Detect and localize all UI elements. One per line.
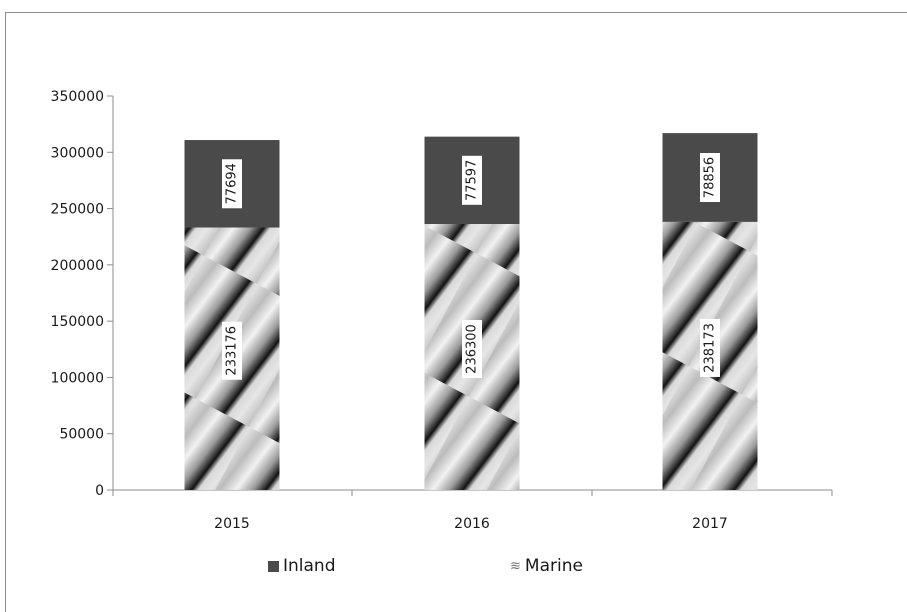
data-label-marine-2017-bg bbox=[700, 318, 720, 377]
x-tick-label-2017: 2017 bbox=[692, 516, 728, 532]
legend-label-marine: Marine bbox=[524, 556, 583, 576]
data-label-inland-2016: 77597 bbox=[465, 160, 480, 201]
data-label-marine-2016: 236300 bbox=[465, 324, 480, 374]
legend-item-inland: Inland bbox=[268, 556, 336, 576]
legend-marker-marine: ≋ bbox=[510, 558, 521, 574]
y-tick-label-350000: 350000 bbox=[51, 89, 104, 105]
x-tick-label-2015: 2015 bbox=[214, 516, 250, 532]
data-label-marine-2017: 238173 bbox=[703, 323, 718, 373]
data-label-marine-2015: 233176 bbox=[225, 326, 240, 376]
stacked-bar-chart: 0 50000 100000 150000 200000 250000 300000 3500… bbox=[51, 89, 833, 532]
y-tick-label-50000: 50000 bbox=[59, 427, 104, 443]
legend-item-marine: ≋ Marine bbox=[510, 556, 583, 576]
y-tick-label-100000: 100000 bbox=[51, 370, 104, 386]
y-tick-label-0: 0 bbox=[95, 483, 104, 499]
y-tick-label-150000: 150000 bbox=[51, 314, 104, 330]
data-label-inland-2016-bg bbox=[462, 155, 482, 205]
data-label-inland-2015: 77694 bbox=[225, 163, 240, 204]
data-label-inland-2017: 78856 bbox=[703, 157, 718, 198]
y-tick-label-250000: 250000 bbox=[51, 202, 104, 218]
x-tick-label-2016: 2016 bbox=[454, 516, 490, 532]
y-tick-label-200000: 200000 bbox=[51, 258, 104, 274]
chart-frame bbox=[5, 12, 907, 612]
data-label-inland-2015-bg bbox=[222, 159, 242, 209]
legend-swatch-inland bbox=[268, 560, 279, 572]
legend-label-inland: Inland bbox=[283, 556, 336, 576]
y-tick-label-300000: 300000 bbox=[51, 145, 104, 161]
data-label-inland-2017-bg bbox=[700, 153, 720, 203]
data-label-marine-2016-bg bbox=[462, 319, 482, 378]
data-label-marine-2015-bg bbox=[222, 321, 242, 380]
